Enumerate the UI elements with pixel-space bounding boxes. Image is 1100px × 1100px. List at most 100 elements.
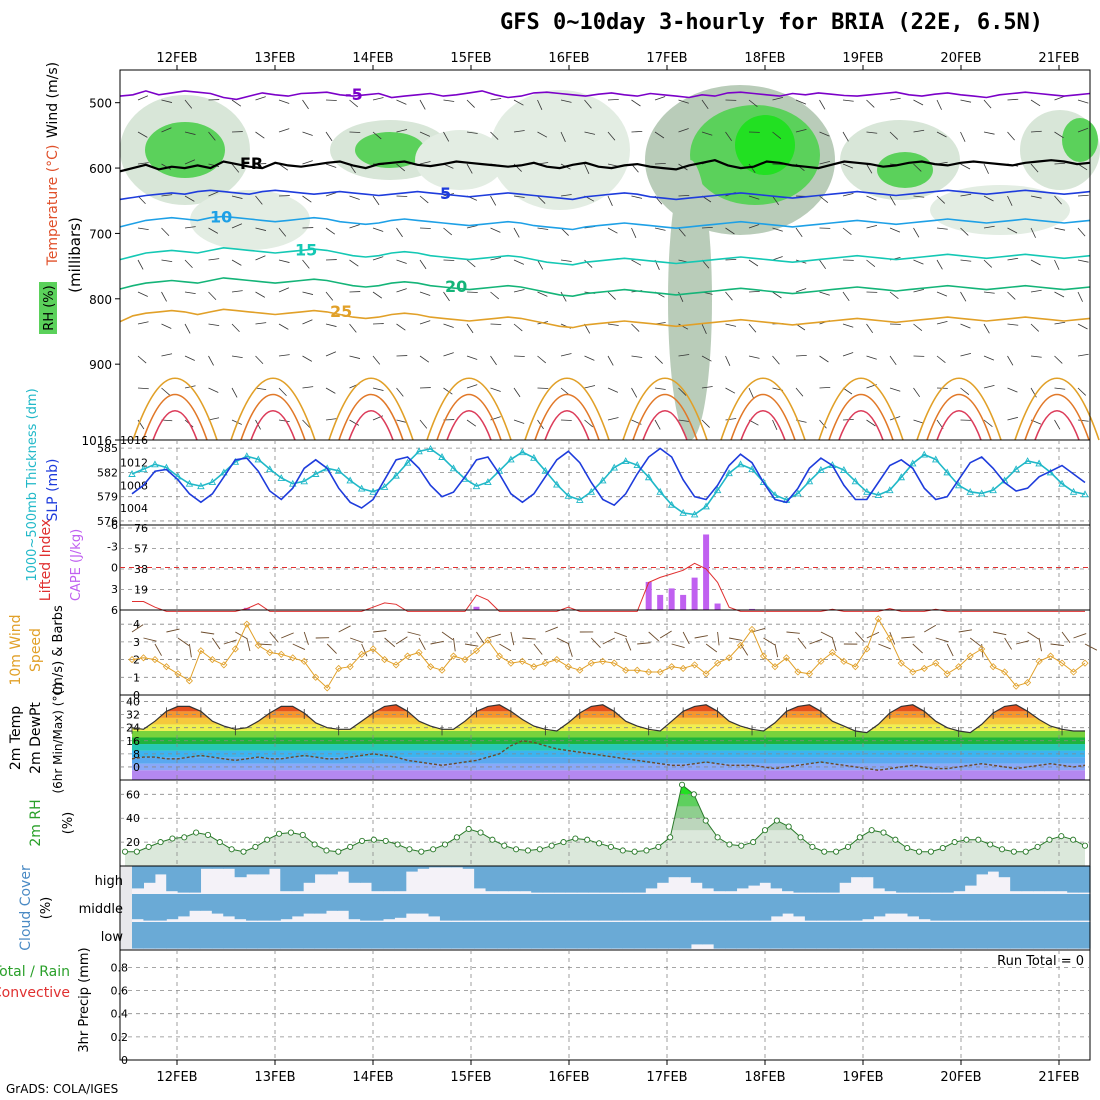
run-total-label: Run Total = 0: [997, 954, 1084, 969]
rh-marker: [311, 841, 318, 848]
cloud-cell: [143, 922, 156, 949]
wind-barb: [819, 291, 830, 296]
wind-barb: [372, 291, 383, 299]
temp-line: [131, 704, 1085, 734]
cloud-cell: [633, 922, 646, 949]
bottom-date-label: 17FEB: [646, 1070, 687, 1085]
wind-barb: [137, 131, 148, 138]
isotherm-label: 5: [440, 184, 451, 203]
wind-barb: [466, 419, 477, 427]
rh-marker: [536, 846, 543, 853]
top-date-label: 16FEB: [548, 51, 589, 66]
series-marker: [599, 476, 607, 484]
wind-barb: [924, 624, 937, 633]
cloud-cell: [565, 894, 578, 921]
rh2m-axis-label-a: 2m RH: [28, 799, 44, 846]
wind-barb: [466, 384, 478, 389]
rh-marker: [939, 845, 946, 852]
cloud-cell: [576, 922, 589, 949]
y-tick-label: 0.8: [111, 961, 129, 974]
wind-barb: [255, 255, 266, 261]
cloud-cell: [211, 894, 224, 914]
wind-barb: [1077, 163, 1088, 171]
wind-barb: [631, 323, 640, 332]
cloud-cell: [325, 922, 338, 949]
cloud-cell: [154, 894, 167, 921]
wind-barb: [797, 637, 807, 649]
wind-barb: [443, 259, 455, 261]
wind-barb: [443, 99, 455, 102]
cloud-cell: [132, 922, 145, 949]
cloud-cell: [325, 894, 338, 911]
temp-band: [132, 717, 1085, 725]
rh-marker: [358, 837, 366, 844]
rh-line: [125, 783, 1086, 853]
isotherm-label: -5: [345, 85, 363, 104]
wind-barb: [842, 131, 849, 142]
cloud-cell: [166, 922, 179, 949]
rh-shading: [145, 122, 225, 178]
wind-barb: [396, 163, 406, 172]
wind-barb: [1038, 637, 1042, 652]
wind-barb: [913, 163, 922, 172]
cloud-cell: [428, 894, 441, 917]
wind-barb: [510, 631, 515, 646]
wind-barb: [395, 636, 408, 645]
series-marker: [978, 645, 986, 653]
cloud-cell: [462, 922, 475, 949]
wind-barb: [419, 387, 431, 389]
series-marker: [507, 455, 515, 463]
wind-barb: [487, 633, 501, 639]
cloud-cell: [1021, 866, 1034, 892]
rh-marker: [821, 848, 828, 855]
cape-bar: [473, 606, 480, 610]
rh-marker: [927, 848, 934, 855]
cloud-cell: [599, 922, 612, 949]
wind-barb: [208, 227, 219, 234]
wind-barb: [407, 631, 421, 636]
wind-barb: [820, 631, 834, 639]
wind-barb: [419, 355, 430, 363]
wind-axis-label: Wind (m/s): [45, 62, 61, 138]
upper-air-panel: -5 FR 5 10 15 20 25 500 600 700 800 900 1016: [81, 65, 1100, 448]
series-marker: [553, 656, 561, 664]
wind-barb: [960, 352, 972, 357]
wind-barb: [443, 291, 450, 302]
isotherm-line: [119, 246, 1091, 266]
wind-barb: [556, 637, 570, 645]
wind-barb: [671, 643, 685, 649]
wind-barb: [983, 384, 995, 389]
cloud-cell: [964, 922, 977, 949]
cloud-level-label: high: [95, 874, 123, 889]
wind-barb: [349, 383, 360, 389]
series-marker: [943, 670, 951, 678]
rh-marker: [145, 843, 152, 850]
cloud-cell: [1055, 894, 1068, 921]
temp-contour: [730, 393, 796, 441]
rh-shading: [930, 185, 1070, 235]
temp-contour: [1034, 409, 1080, 441]
cloud-cell: [542, 922, 555, 949]
rh-marker: [394, 841, 401, 848]
cloud-cell: [998, 894, 1011, 921]
wind-barb: [255, 131, 265, 139]
cloud-cell: [998, 922, 1011, 949]
cloud-cell: [314, 866, 327, 875]
wind-barb: [208, 131, 216, 141]
wind-barb: [372, 131, 382, 140]
rh-marker: [584, 836, 591, 843]
cloud-cell: [200, 866, 213, 869]
series-marker: [690, 510, 699, 518]
rh-marker: [370, 836, 377, 843]
rh-shading: [415, 130, 505, 190]
wind-barb: [866, 259, 876, 268]
wind-barb: [231, 131, 243, 133]
series-marker: [587, 659, 595, 667]
wind-barb: [208, 291, 217, 301]
wind-barb: [602, 637, 615, 645]
wind-barb: [443, 227, 453, 236]
series-marker: [931, 455, 940, 463]
cloud-cell: [690, 922, 703, 945]
rh-marker: [347, 843, 354, 850]
